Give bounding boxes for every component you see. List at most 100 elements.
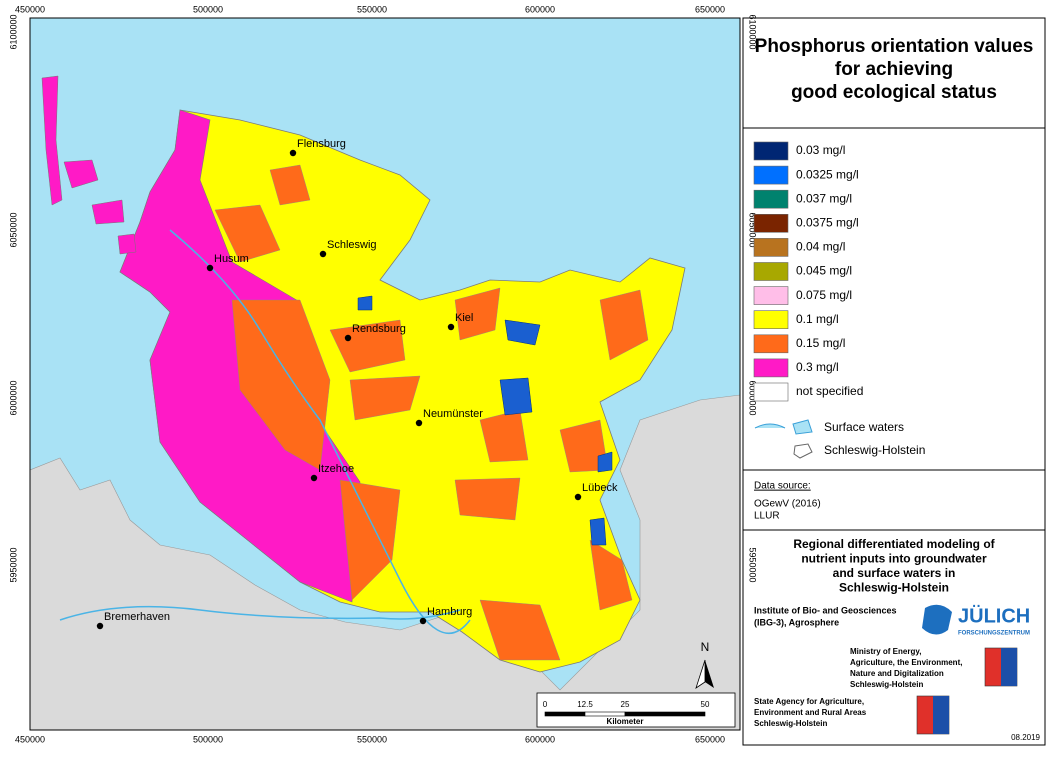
scale-segment	[544, 711, 586, 717]
label: Lübeck	[582, 482, 618, 494]
orange-zones	[214, 164, 649, 661]
label: 6050000	[748, 212, 758, 247]
city-dot	[415, 419, 423, 427]
label: State Agency for Agriculture,	[754, 697, 864, 706]
label: 0.037 mg/l	[796, 191, 852, 205]
label: 450000	[15, 734, 45, 744]
lake	[357, 295, 373, 311]
legend-swatch	[753, 286, 789, 305]
legend-swatch	[753, 141, 789, 161]
zone	[339, 479, 401, 601]
legend-swatch	[753, 238, 789, 257]
label: FORSCHUNGSZENTRUM	[958, 631, 1030, 637]
zone	[349, 375, 421, 421]
island	[41, 75, 63, 206]
label: Hamburg	[427, 606, 472, 618]
zone	[589, 539, 633, 611]
river	[169, 229, 471, 634]
lake	[499, 377, 533, 416]
scale-box	[536, 692, 736, 728]
scale-segment	[584, 711, 626, 717]
island	[63, 159, 99, 189]
lake	[597, 451, 613, 473]
legend-swatch	[753, 189, 789, 209]
label: Regional differentiated modeling of	[793, 537, 995, 551]
label: Kilometer	[607, 717, 644, 726]
city-dot	[206, 264, 214, 272]
label: nutrient inputs into groundwater	[801, 552, 987, 566]
label: Nature and Digitalization	[850, 669, 944, 678]
label: Institute of Bio- and Geosciences	[754, 605, 897, 615]
label: 0.15 mg/l	[796, 336, 845, 350]
legend-swatch	[753, 262, 789, 281]
state-symbol	[793, 443, 813, 459]
label: 0.04 mg/l	[796, 240, 845, 254]
legend-swatch	[753, 334, 789, 354]
zone	[231, 299, 331, 471]
side-panel	[742, 17, 1046, 746]
map-area	[30, 18, 740, 730]
label: Husum	[214, 253, 249, 265]
city-dot	[289, 149, 297, 157]
north-arrow	[695, 659, 714, 689]
legend-swatch	[753, 310, 789, 330]
map-frame	[29, 17, 741, 731]
label: 0.03 mg/l	[796, 143, 845, 157]
islands	[41, 75, 137, 255]
label: 6050000	[8, 212, 18, 247]
label: 6000000	[748, 380, 758, 415]
label: Agriculture, the Environment,	[850, 658, 962, 667]
zone	[454, 287, 501, 341]
label: 500000	[193, 734, 223, 744]
label: 0.3 mg/l	[796, 360, 839, 374]
label: Schleswig-Holstein	[839, 581, 949, 595]
label: LLUR	[754, 511, 780, 522]
zone	[599, 289, 649, 361]
label: JÜLICH	[958, 604, 1030, 627]
label: 550000	[357, 4, 387, 14]
label: 450000	[15, 4, 45, 14]
legend-swatch	[753, 214, 789, 233]
lakes	[357, 295, 613, 546]
zone	[269, 164, 311, 206]
label: Surface waters	[824, 420, 904, 434]
label: 550000	[357, 734, 387, 744]
label: 0.0375 mg/l	[796, 215, 859, 229]
label: for achieving	[835, 59, 953, 80]
zone	[329, 319, 406, 373]
arrow	[695, 659, 706, 689]
legend-swatch	[753, 165, 789, 185]
label: 0	[543, 700, 548, 709]
label: Rendsburg	[352, 323, 406, 335]
label: and surface waters in	[833, 566, 956, 580]
label: 0.075 mg/l	[796, 288, 852, 302]
label: (IBG-3), Agrosphere	[754, 617, 839, 627]
label: 6000000	[8, 380, 18, 415]
legend-swatch	[753, 358, 789, 378]
city-dot	[310, 474, 318, 482]
label: 6100000	[748, 14, 758, 49]
label: Schleswig-Holstein	[824, 443, 925, 457]
lake	[504, 319, 541, 346]
label: OGewV (2016)	[754, 499, 821, 510]
label: good ecological status	[791, 82, 997, 103]
label: 50	[701, 700, 710, 709]
zone	[214, 204, 281, 263]
city-dot	[447, 323, 455, 331]
juelich-mark	[922, 604, 952, 635]
label: 650000	[695, 734, 725, 744]
label: 6100000	[8, 14, 18, 49]
label: 0.045 mg/l	[796, 264, 852, 278]
label: Phosphorus orientation values	[755, 36, 1034, 57]
label: 0.0325 mg/l	[796, 167, 859, 181]
label: 08.2019	[1011, 733, 1040, 742]
city-dot	[319, 250, 327, 258]
label: 500000	[193, 4, 223, 14]
scale-segment	[624, 711, 706, 717]
label: 600000	[525, 4, 555, 14]
coat-of-arms-part	[933, 696, 949, 734]
label: Flensburg	[297, 138, 346, 150]
city-dot	[344, 334, 352, 342]
coat-of-arms-part	[1001, 648, 1017, 686]
label: 5950000	[8, 547, 18, 582]
